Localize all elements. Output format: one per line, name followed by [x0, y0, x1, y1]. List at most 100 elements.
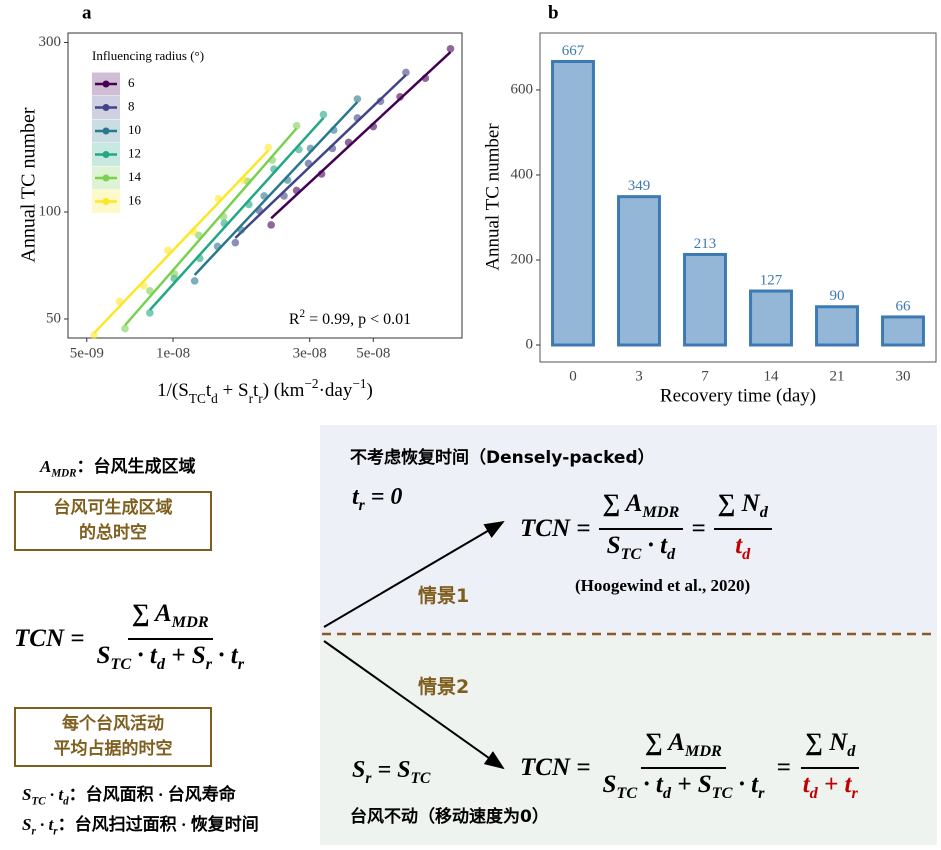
point	[402, 68, 410, 77]
text-part: · t	[637, 771, 663, 798]
y-tick-label: 300	[39, 34, 62, 50]
text-part: )	[367, 380, 373, 401]
x-tick-label: 3e-08	[293, 345, 327, 361]
token: · td	[46, 785, 69, 807]
token: = 0	[365, 484, 403, 510]
legend-dot	[102, 80, 110, 88]
symbol: AMDR	[40, 457, 77, 479]
subscript: TC	[189, 391, 206, 406]
x-axis-title: Recovery time (day)	[660, 385, 816, 406]
equals: =	[776, 754, 791, 781]
numerator: ∑ AMDR	[641, 727, 726, 769]
text-part: ∑ N	[717, 490, 760, 517]
symbol: STC · td	[22, 785, 69, 808]
token: · td	[131, 642, 165, 673]
note-box: 台风可生成区域 的总时空	[14, 491, 212, 551]
token: STC	[22, 785, 46, 808]
fraction: ∑ AMDR STC · td	[598, 488, 684, 570]
subscript: TC	[31, 795, 46, 808]
text-part: t	[253, 380, 259, 401]
bar	[551, 59, 595, 347]
box-line: 台风可生成区域	[53, 498, 173, 518]
text-part: S	[22, 815, 32, 834]
subscript: d	[156, 655, 165, 673]
legend-label: 8	[128, 98, 135, 113]
token: ∑ AMDR	[603, 490, 680, 521]
box-line: 平均占据的时空	[53, 739, 173, 759]
condition: Sr = STC	[352, 757, 430, 788]
subscript: r	[358, 496, 365, 514]
text-part: = 0	[364, 484, 403, 510]
legend-label: 16	[128, 192, 142, 207]
point	[264, 143, 273, 152]
subscript: r	[249, 391, 254, 406]
subscript: d	[759, 503, 768, 521]
bar	[881, 315, 925, 347]
value-label: 667	[562, 43, 585, 59]
token: STC	[603, 771, 638, 802]
point	[353, 95, 362, 103]
scenario-label: 情景1	[418, 585, 470, 607]
box-line: 的总时空	[79, 523, 147, 543]
token: Sr	[22, 815, 36, 837]
value-label: 213	[694, 236, 717, 252]
value-label: 349	[628, 178, 651, 194]
scenario-label: 情景2	[418, 676, 470, 698]
bar	[815, 305, 859, 347]
subscript: r	[237, 655, 245, 673]
token: · td	[637, 771, 671, 802]
definition-text: ：台风扫过面积 · 恢复时间	[57, 815, 259, 834]
text-part: · t	[732, 771, 759, 798]
formula-lhs: TCN =	[520, 754, 591, 781]
text-part: t	[735, 532, 743, 559]
fraction: ∑ Nd td	[713, 488, 772, 570]
formula-lhs: TCN =	[14, 625, 85, 652]
equals: =	[691, 515, 706, 542]
point	[190, 277, 199, 285]
x-tick-label: 5e-09	[70, 345, 104, 361]
text-part: · t	[641, 532, 668, 559]
numerator: ∑ Nd	[713, 488, 772, 530]
text-part: + S	[165, 642, 206, 669]
y-tick-label: 0	[526, 336, 534, 352]
definition: STC · td：台风面积 · 台风寿命	[22, 780, 236, 807]
bar	[683, 252, 727, 347]
legend-dot	[102, 127, 110, 135]
point	[90, 331, 98, 340]
subscript: r	[365, 769, 372, 787]
definition: Sr · tr：台风扫过面积 · 恢复时间	[22, 810, 259, 837]
numerator: ∑ Nd	[801, 727, 860, 769]
token: · td	[641, 532, 676, 563]
y-tick-label: 100	[39, 203, 62, 219]
y-tick-label: 200	[511, 251, 534, 267]
legend-label: 10	[128, 122, 141, 137]
x-tick-label: 3	[635, 368, 643, 384]
subscript: r	[53, 825, 58, 838]
subscript: TC	[110, 655, 132, 673]
legend-dot	[102, 198, 110, 205]
text-part: t	[352, 484, 359, 510]
text-part: ∑ A	[645, 729, 685, 756]
text-part: A	[40, 457, 52, 476]
text-part: ∑ N	[805, 729, 848, 756]
citation: (Hoogewind et al., 2020)	[575, 576, 751, 595]
legend-dot	[102, 104, 110, 111]
arrow	[323, 640, 505, 770]
box-line: 每个台风活动	[62, 714, 164, 734]
denominator: STC · td + STC · tr	[599, 769, 769, 809]
token: · tr	[36, 815, 58, 838]
x-tick-label: 1e-08	[156, 345, 190, 361]
point	[121, 324, 129, 333]
subscript: r	[258, 391, 263, 406]
token: tr	[352, 484, 365, 514]
token: + Sr	[165, 642, 212, 673]
text-part: · t	[211, 642, 238, 669]
value-label: 66	[896, 298, 912, 314]
token: · tr	[732, 771, 765, 802]
subscript: d	[742, 545, 751, 563]
text-part: 1/(S	[157, 380, 189, 401]
x-tick-label: 14	[764, 368, 780, 384]
subscript: MDR	[171, 613, 209, 631]
